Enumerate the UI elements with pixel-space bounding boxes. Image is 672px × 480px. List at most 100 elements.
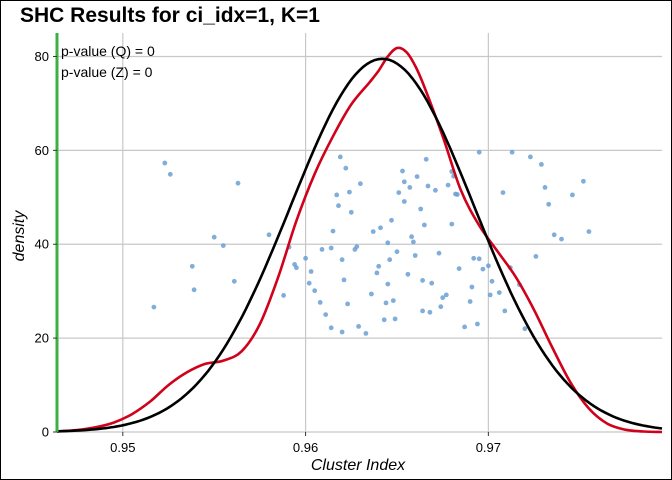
scatter-point <box>328 245 334 251</box>
scatter-point <box>308 269 314 274</box>
scatter-point <box>539 162 544 167</box>
scatter-point <box>433 187 438 193</box>
scatter-point <box>374 270 380 276</box>
scatter-point <box>191 287 197 293</box>
scatter-point <box>420 308 425 314</box>
scatter-point <box>533 254 539 259</box>
scatter-point <box>456 266 462 271</box>
scatter-point <box>394 249 400 255</box>
scatter-point <box>376 263 382 269</box>
scatter-point <box>500 190 506 196</box>
scatter-point <box>303 255 308 261</box>
x-tick-label: 0.97 <box>476 440 501 455</box>
scatter-point <box>151 304 157 310</box>
scatter-point <box>559 236 564 242</box>
scatter-point <box>496 290 502 295</box>
y-tick-label: 80 <box>35 49 49 64</box>
scatter-point <box>570 192 575 198</box>
x-tick-label: 0.95 <box>110 440 135 455</box>
scatter-point <box>471 255 477 261</box>
scatter-point <box>414 174 420 180</box>
scatter-point <box>392 316 398 322</box>
scatter-point <box>480 266 486 272</box>
scatter-point <box>317 300 323 305</box>
scatter-point <box>469 284 475 290</box>
scatter-point <box>383 300 389 306</box>
chart-title: SHC Results for ci_idx=1, K=1 <box>20 4 320 27</box>
scatter-point <box>401 199 407 204</box>
annotations: p-value (Q) = 0 p-value (Z) = 0 <box>61 43 155 80</box>
axis-layer: 0 20 40 60 80 0.95 0.96 0.97 <box>35 49 501 455</box>
scatter-point <box>502 308 508 314</box>
scatter-point <box>356 324 361 329</box>
scatter-point <box>407 185 413 190</box>
scatter-point <box>418 206 424 212</box>
scatter-point <box>281 293 286 298</box>
scatter-point <box>363 331 369 336</box>
scatter-point <box>167 171 173 177</box>
scatter-point <box>425 183 431 189</box>
scatter-point <box>337 154 343 160</box>
y-tick-label: 0 <box>42 425 49 440</box>
scatter-point <box>162 160 168 166</box>
scatter-point <box>420 278 425 283</box>
scatter-point <box>369 291 374 297</box>
scatter-point <box>341 277 347 283</box>
y-axis-title: density <box>11 210 28 262</box>
scatter-point <box>370 229 376 235</box>
scatter-point <box>443 292 449 298</box>
scatter-point <box>551 232 557 238</box>
scatter-point <box>411 239 416 245</box>
scatter-point <box>409 234 414 240</box>
scatter-point <box>522 326 528 332</box>
scatter-point <box>235 180 241 186</box>
scatter-point <box>294 265 299 271</box>
scatter-point <box>334 192 340 198</box>
scatter-point <box>445 182 451 188</box>
scatter-point <box>312 288 318 294</box>
scatter-point <box>401 179 407 185</box>
scatter-point <box>323 312 329 317</box>
normal-curve <box>56 57 663 433</box>
scatter-point <box>348 209 354 215</box>
grid-layer <box>57 33 662 433</box>
pvalue-q-annotation: p-value (Q) = 0 <box>61 43 155 59</box>
scatter-point <box>330 228 336 234</box>
scatter-point <box>347 189 352 195</box>
scatter-point <box>476 149 482 155</box>
scatter-point <box>381 317 387 323</box>
scatter-point <box>487 292 493 298</box>
x-tick-label: 0.96 <box>293 440 318 455</box>
scatter-point <box>509 149 515 155</box>
scatter-point <box>462 324 467 330</box>
scatter-point <box>546 201 552 207</box>
scatter-point <box>354 244 360 250</box>
scatter-point <box>405 271 411 277</box>
scatter-point <box>440 295 446 301</box>
scatter-point <box>396 190 402 196</box>
scatter-point <box>390 298 396 303</box>
y-tick-label: 60 <box>35 143 49 158</box>
scatter-point <box>385 240 391 246</box>
scatter-point <box>339 329 345 335</box>
scatter-point <box>231 278 237 284</box>
scatter-point <box>345 301 350 307</box>
scatter-point <box>586 229 592 235</box>
scatter-point <box>400 168 405 174</box>
scatter-point <box>336 203 341 209</box>
pvalue-z-annotation: p-value (Z) = 0 <box>61 64 153 80</box>
scatter-points <box>151 149 592 336</box>
y-tick-label: 40 <box>35 237 49 252</box>
scatter-point <box>385 281 391 287</box>
scatter-point <box>475 321 480 327</box>
scatter-point <box>220 243 226 249</box>
scatter-point <box>427 309 433 315</box>
scatter-point <box>389 217 394 223</box>
scatter-point <box>412 253 418 258</box>
scatter-point <box>343 165 349 171</box>
scatter-point <box>436 250 442 256</box>
scatter-point <box>467 299 473 304</box>
scatter-point <box>378 225 383 231</box>
scatter-point <box>449 221 455 227</box>
y-tick-label: 20 <box>35 331 49 346</box>
